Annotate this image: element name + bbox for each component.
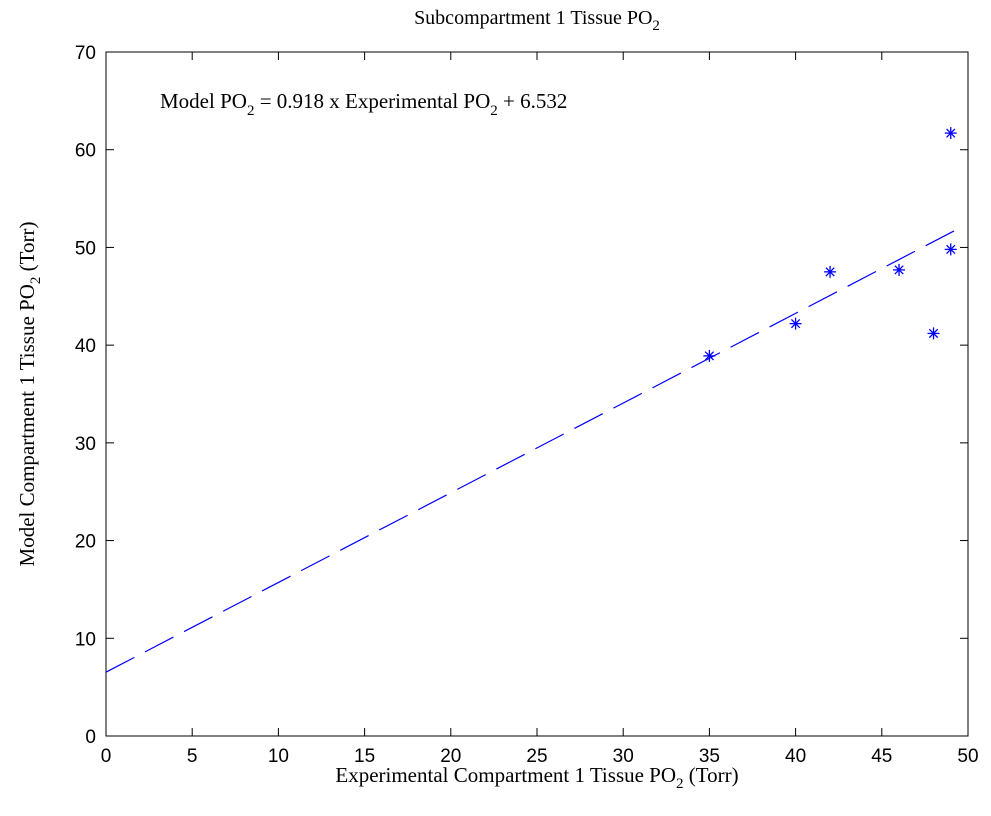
- y-tick-label: 0: [85, 727, 96, 748]
- marker-stroke: [790, 318, 801, 329]
- y-axis-label: Model Compartment 1 Tissue PO2 (Torr): [15, 222, 44, 567]
- x-tick-label: 10: [268, 746, 289, 767]
- y-tick-label: 40: [75, 336, 96, 357]
- data-point: [944, 127, 957, 140]
- axis-ticks: [105, 51, 969, 737]
- marker-stroke: [825, 267, 835, 277]
- x-tick-label: 35: [699, 746, 720, 767]
- x-tick-label: 25: [526, 746, 547, 767]
- data-points: [703, 127, 957, 362]
- axis-tick-labels: 0 5 10 15 20 25 30 35 40 45 50 0 10 20 30 40 50 60 70: [75, 43, 979, 767]
- x-axis-label-subscript: 2: [676, 776, 684, 792]
- x-axis-label-main: Experimental Compartment 1 Tissue PO: [335, 763, 676, 787]
- x-tick-label: 0: [101, 746, 112, 767]
- marker-stroke: [946, 244, 956, 255]
- x-axis-label: Experimental Compartment 1 Tissue PO2 (T…: [335, 763, 738, 792]
- marker-stroke: [894, 265, 904, 275]
- marker-stroke: [928, 328, 939, 339]
- chart-title-main: Subcompartment 1 Tissue PO: [414, 7, 652, 29]
- y-tick-label: 30: [75, 434, 96, 455]
- x-tick-label: 15: [354, 746, 375, 767]
- y-tick-label: 10: [75, 629, 96, 650]
- equation-text: + 6.532: [498, 89, 568, 113]
- y-tick-label: 70: [75, 43, 96, 64]
- y-axis-label-unit: (Torr): [15, 222, 39, 277]
- chart-title-subscript: 2: [652, 18, 660, 34]
- x-tick-label: 50: [957, 746, 978, 767]
- y-axis-label-subscript: 2: [28, 277, 44, 285]
- marker-stroke: [704, 351, 715, 361]
- marker-stroke: [946, 128, 956, 138]
- data-point: [927, 327, 940, 340]
- data-point: [789, 317, 802, 330]
- equation-subscript: 2: [247, 103, 255, 119]
- regression-equation: Model PO2 = 0.918 x Experimental PO2 + 6…: [160, 89, 567, 119]
- y-tick-label: 60: [75, 141, 96, 162]
- y-tick-label: 20: [75, 532, 96, 553]
- y-tick-label: 50: [75, 238, 96, 259]
- equation-text: Model PO: [160, 89, 247, 113]
- x-tick-label: 40: [785, 746, 806, 767]
- x-axis-label-unit: (Torr): [684, 763, 739, 787]
- data-point: [893, 263, 906, 276]
- x-tick-label: 5: [187, 746, 198, 767]
- data-point: [703, 349, 716, 362]
- x-tick-label: 20: [440, 746, 461, 767]
- y-axis-label-main: Model Compartment 1 Tissue PO: [15, 284, 39, 566]
- data-point: [824, 265, 837, 278]
- x-tick-label: 45: [871, 746, 892, 767]
- equation-subscript: 2: [490, 103, 498, 119]
- x-tick-label: 30: [613, 746, 634, 767]
- fit-line-group: [105, 227, 960, 673]
- data-point: [944, 243, 957, 256]
- fit-line: [105, 227, 960, 673]
- chart-title: Subcompartment 1 Tissue PO2: [414, 7, 660, 34]
- equation-text: = 0.918 x Experimental PO: [254, 89, 490, 113]
